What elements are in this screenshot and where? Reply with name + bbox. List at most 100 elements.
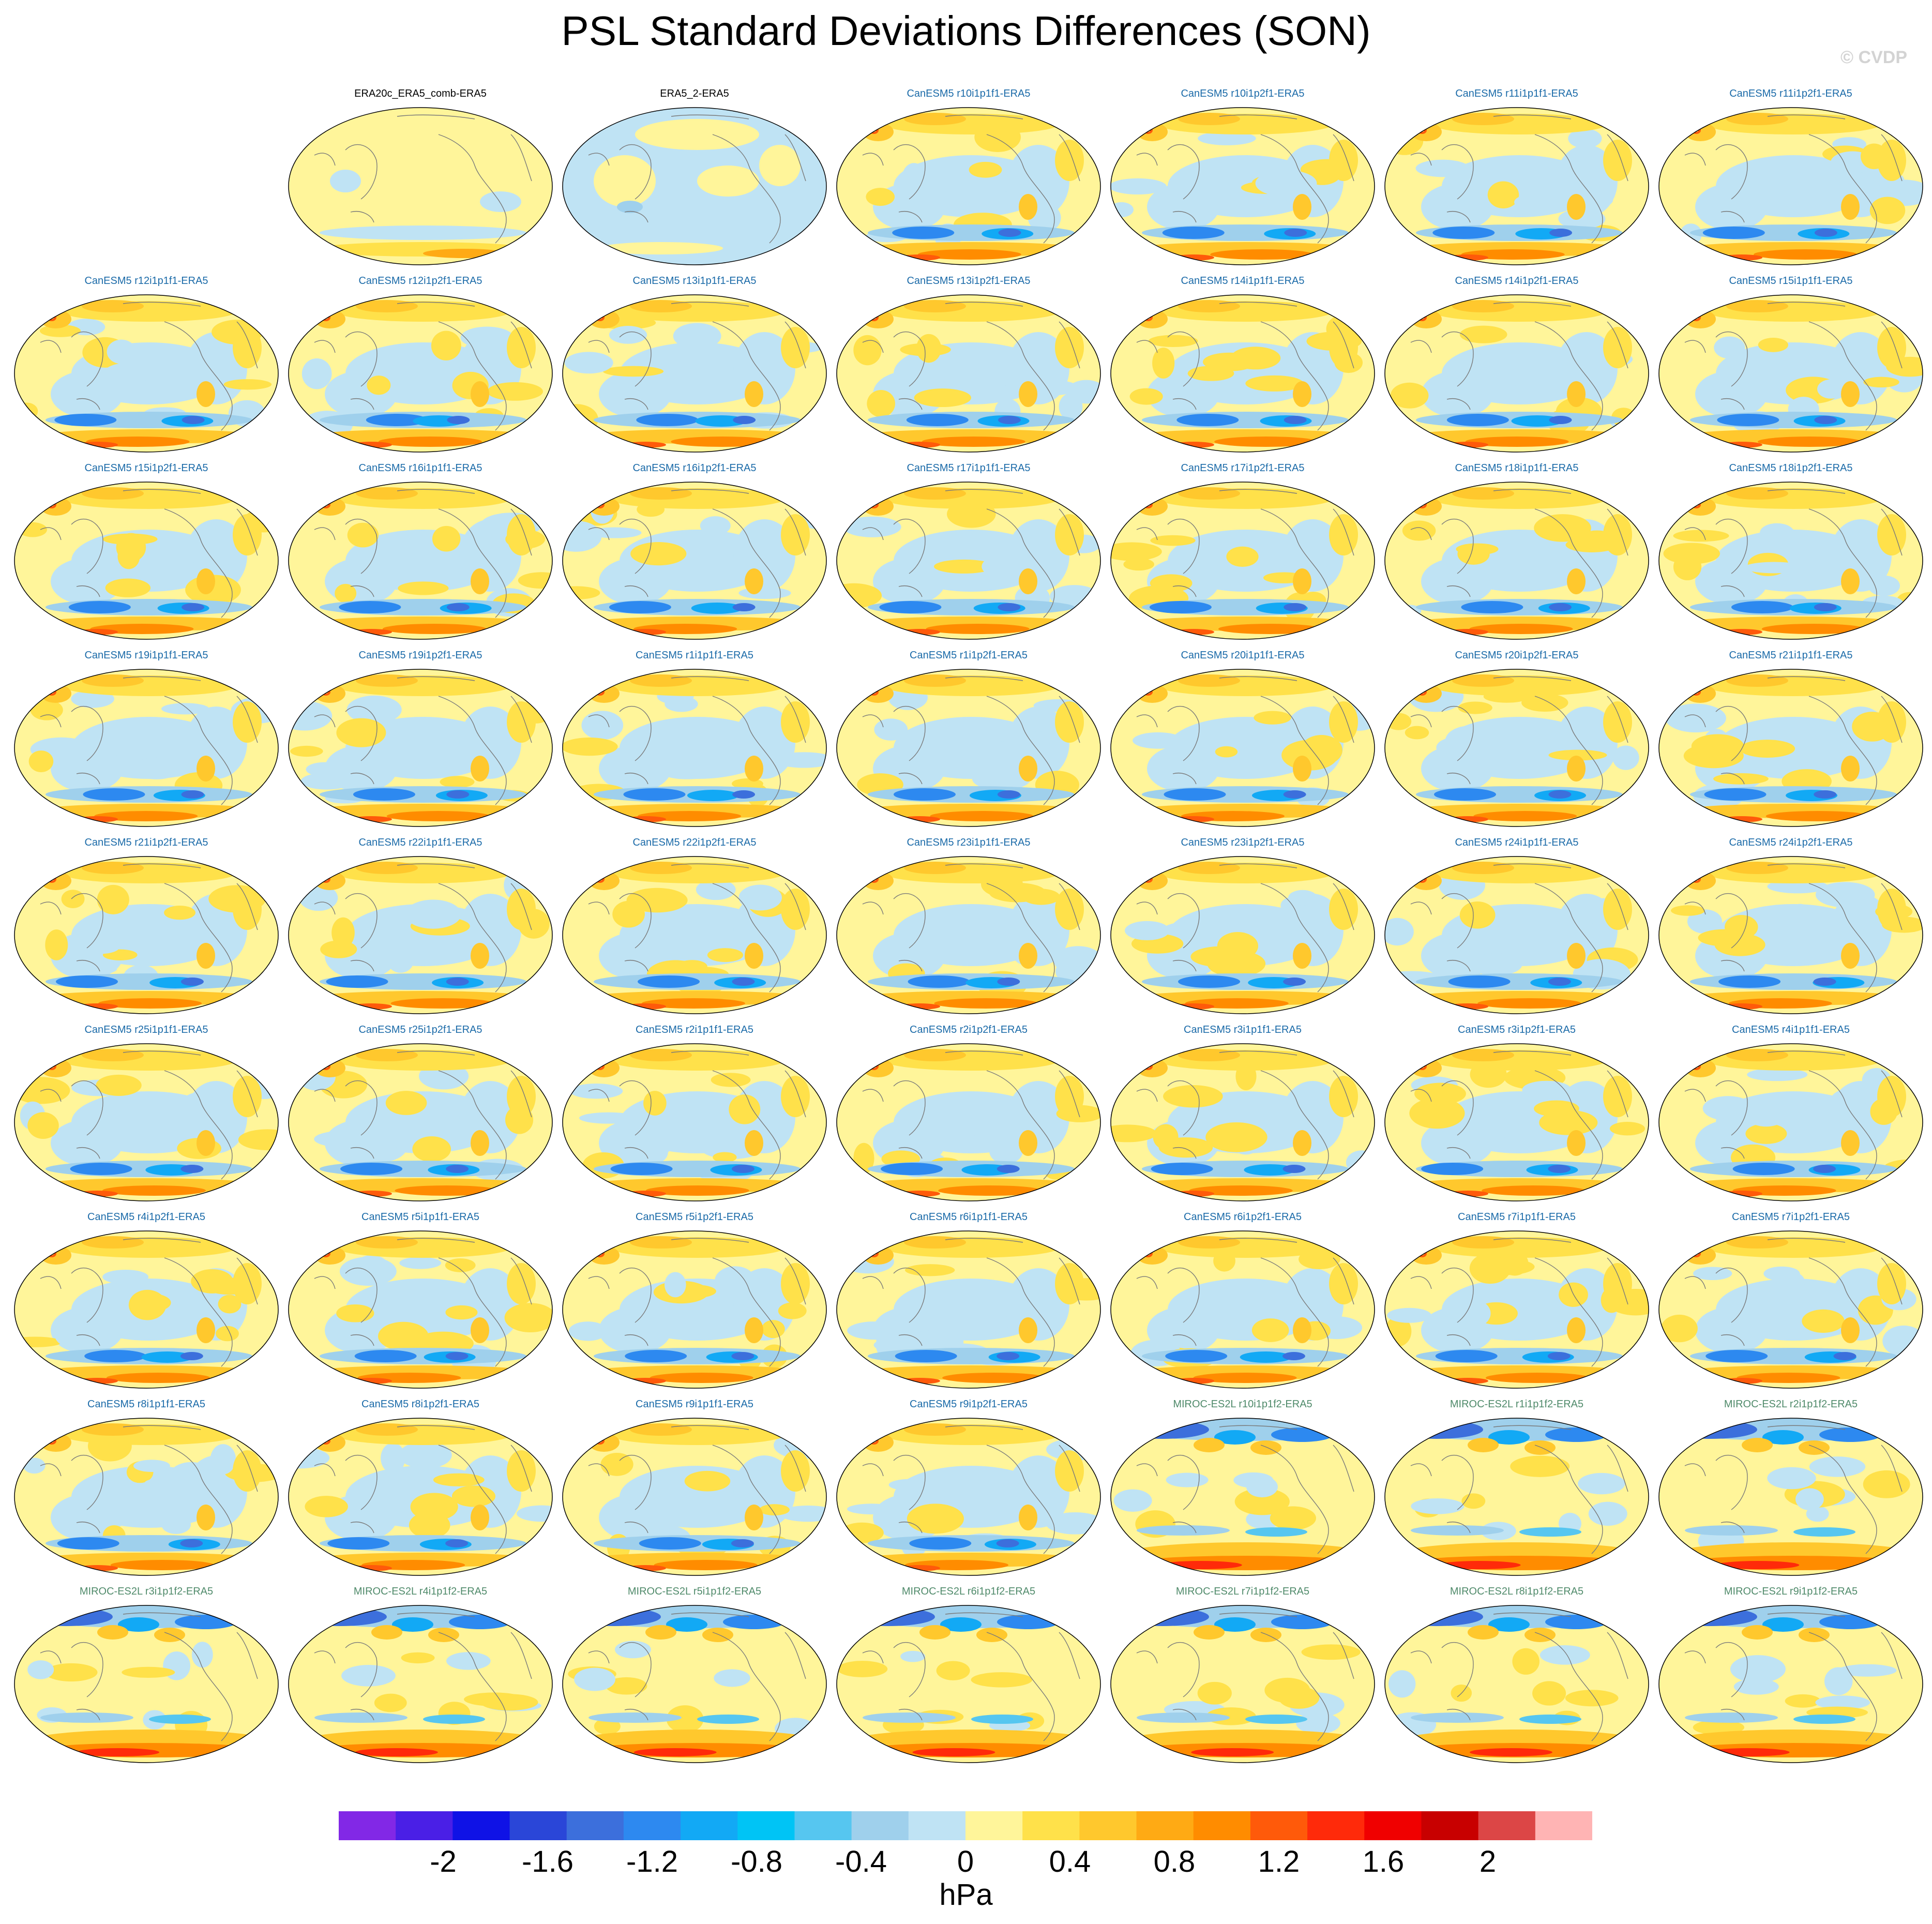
panel-title: CanESM5 r25i1p1f1-ERA5 <box>84 1024 208 1035</box>
panel-title: ERA20c_ERA5_comb-ERA5 <box>354 88 487 99</box>
colorbar-segment <box>396 1811 453 1840</box>
map-panel: CanESM5 r9i1p2f1-ERA5 <box>832 1399 1106 1580</box>
panel-title: CanESM5 r6i1p1f1-ERA5 <box>910 1211 1028 1223</box>
colorbar-tick-label: -1.2 <box>626 1845 678 1878</box>
panel-title: MIROC-ES2L r3i1p1f2-ERA5 <box>79 1586 214 1597</box>
map-plot <box>562 669 827 827</box>
panel-title: CanESM5 r24i1p1f1-ERA5 <box>1455 837 1579 848</box>
map-plot <box>562 482 827 640</box>
map-plot <box>1110 107 1375 265</box>
colorbar-segment <box>1421 1811 1479 1840</box>
map-plot <box>288 482 553 640</box>
colorbar-segment <box>1478 1811 1536 1840</box>
map-plot <box>562 1230 827 1389</box>
colorbar-tick-label: -0.4 <box>835 1845 887 1878</box>
colorbar-segment <box>339 1811 396 1840</box>
map-plot <box>1384 856 1649 1014</box>
map-plot <box>836 1043 1101 1201</box>
map-plot <box>288 107 553 265</box>
map-plot <box>14 856 279 1014</box>
panel-title: CanESM5 r19i1p1f1-ERA5 <box>84 650 208 661</box>
map-plot <box>836 107 1101 265</box>
panel-title: CanESM5 r22i1p1f1-ERA5 <box>358 837 482 848</box>
map-panel: CanESM5 r8i1p2f1-ERA5 <box>283 1399 557 1580</box>
map-panel: CanESM5 r13i1p1f1-ERA5 <box>557 275 832 456</box>
panel-title: CanESM5 r3i1p1f1-ERA5 <box>1184 1024 1302 1035</box>
colorbar-segment <box>1022 1811 1080 1840</box>
panel-title: CanESM5 r12i1p2f1-ERA5 <box>358 275 482 287</box>
map-plot <box>1110 856 1375 1014</box>
map-panel: CanESM5 r25i1p1f1-ERA5 <box>9 1024 283 1205</box>
map-panel: CanESM5 r4i1p2f1-ERA5 <box>9 1211 283 1392</box>
map-panel: CanESM5 r9i1p1f1-ERA5 <box>557 1399 832 1580</box>
map-plot <box>836 482 1101 640</box>
panel-title: CanESM5 r10i1p1f1-ERA5 <box>907 88 1031 99</box>
map-plot <box>836 294 1101 453</box>
panel-title: MIROC-ES2L r4i1p1f2-ERA5 <box>353 1586 488 1597</box>
panel-title: CanESM5 r4i1p1f1-ERA5 <box>1732 1024 1850 1035</box>
map-plot <box>288 1230 553 1389</box>
map-panel: CanESM5 r15i1p2f1-ERA5 <box>9 462 283 643</box>
map-plot <box>1658 1043 1923 1201</box>
map-panel: CanESM5 r19i1p1f1-ERA5 <box>9 650 283 831</box>
colorbar-segment <box>965 1811 1023 1840</box>
map-plot <box>562 294 827 453</box>
map-plot <box>1658 294 1923 453</box>
panel-title: CanESM5 r22i1p2f1-ERA5 <box>632 837 757 848</box>
colorbar-tick-label: 0.8 <box>1153 1845 1196 1878</box>
map-panel: CanESM5 r24i1p1f1-ERA5 <box>1380 837 1654 1018</box>
colorbar-segment <box>452 1811 510 1840</box>
colorbar-units: hPa <box>939 1878 993 1912</box>
panel-title: CanESM5 r11i1p1f1-ERA5 <box>1455 88 1578 99</box>
map-panel: CanESM5 r18i1p2f1-ERA5 <box>1654 462 1928 643</box>
map-plot <box>1384 1043 1649 1201</box>
colorbar-tick-label: 0 <box>957 1845 974 1878</box>
map-plot <box>1384 294 1649 453</box>
map-panel: CanESM5 r19i1p2f1-ERA5 <box>283 650 557 831</box>
colorbar-segment <box>623 1811 681 1840</box>
map-panel: CanESM5 r11i1p2f1-ERA5 <box>1654 88 1928 269</box>
map-plot <box>1110 1043 1375 1201</box>
map-panel: MIROC-ES2L r10i1p1f2-ERA5 <box>1106 1399 1380 1580</box>
panel-title: MIROC-ES2L r9i1p1f2-ERA5 <box>1724 1586 1858 1597</box>
map-plot <box>562 107 827 265</box>
colorbar-segment <box>1364 1811 1422 1840</box>
colorbar-tick-label: -1.6 <box>522 1845 573 1878</box>
map-panel: CanESM5 r11i1p1f1-ERA5 <box>1380 88 1654 269</box>
map-panel: MIROC-ES2L r2i1p1f2-ERA5 <box>1654 1399 1928 1580</box>
panel-title: CanESM5 r5i1p2f1-ERA5 <box>636 1211 753 1223</box>
map-plot <box>1658 1605 1923 1763</box>
panel-title: MIROC-ES2L r8i1p1f2-ERA5 <box>1450 1586 1584 1597</box>
map-panel: CanESM5 r1i1p1f1-ERA5 <box>557 650 832 831</box>
colorbar-segment <box>1136 1811 1194 1840</box>
map-plot <box>1110 1230 1375 1389</box>
map-plot <box>562 1605 827 1763</box>
panel-title: CanESM5 r9i1p2f1-ERA5 <box>910 1399 1028 1410</box>
panel-title: CanESM5 r16i1p2f1-ERA5 <box>632 462 757 474</box>
map-plot <box>288 1418 553 1576</box>
map-panel: CanESM5 r5i1p1f1-ERA5 <box>283 1211 557 1392</box>
map-plot <box>1384 1230 1649 1389</box>
map-plot <box>1658 482 1923 640</box>
panel-title: CanESM5 r2i1p2f1-ERA5 <box>910 1024 1028 1035</box>
colorbar-tick-label: 0.4 <box>1049 1845 1091 1878</box>
colorbar-segment <box>851 1811 909 1840</box>
panel-title: MIROC-ES2L r2i1p1f2-ERA5 <box>1724 1399 1858 1410</box>
panel-title: CanESM5 r9i1p1f1-ERA5 <box>636 1399 753 1410</box>
panel-title: CanESM5 r25i1p2f1-ERA5 <box>358 1024 482 1035</box>
map-plot <box>1658 856 1923 1014</box>
map-plot <box>288 669 553 827</box>
map-plot <box>1110 294 1375 453</box>
colorbar-segment <box>566 1811 624 1840</box>
colorbar-segment <box>794 1811 852 1840</box>
map-panel: CanESM5 r4i1p1f1-ERA5 <box>1654 1024 1928 1205</box>
panel-title: CanESM5 r1i1p1f1-ERA5 <box>636 650 753 661</box>
map-plot <box>1658 1230 1923 1389</box>
map-panel: CanESM5 r8i1p1f1-ERA5 <box>9 1399 283 1580</box>
map-panel: CanESM5 r20i1p2f1-ERA5 <box>1380 650 1654 831</box>
map-plot <box>836 1605 1101 1763</box>
map-panel: CanESM5 r5i1p2f1-ERA5 <box>557 1211 832 1392</box>
panel-title: CanESM5 r18i1p1f1-ERA5 <box>1455 462 1579 474</box>
map-panel: MIROC-ES2L r8i1p1f2-ERA5 <box>1380 1586 1654 1767</box>
panel-title: ERA5_2-ERA5 <box>660 88 729 99</box>
